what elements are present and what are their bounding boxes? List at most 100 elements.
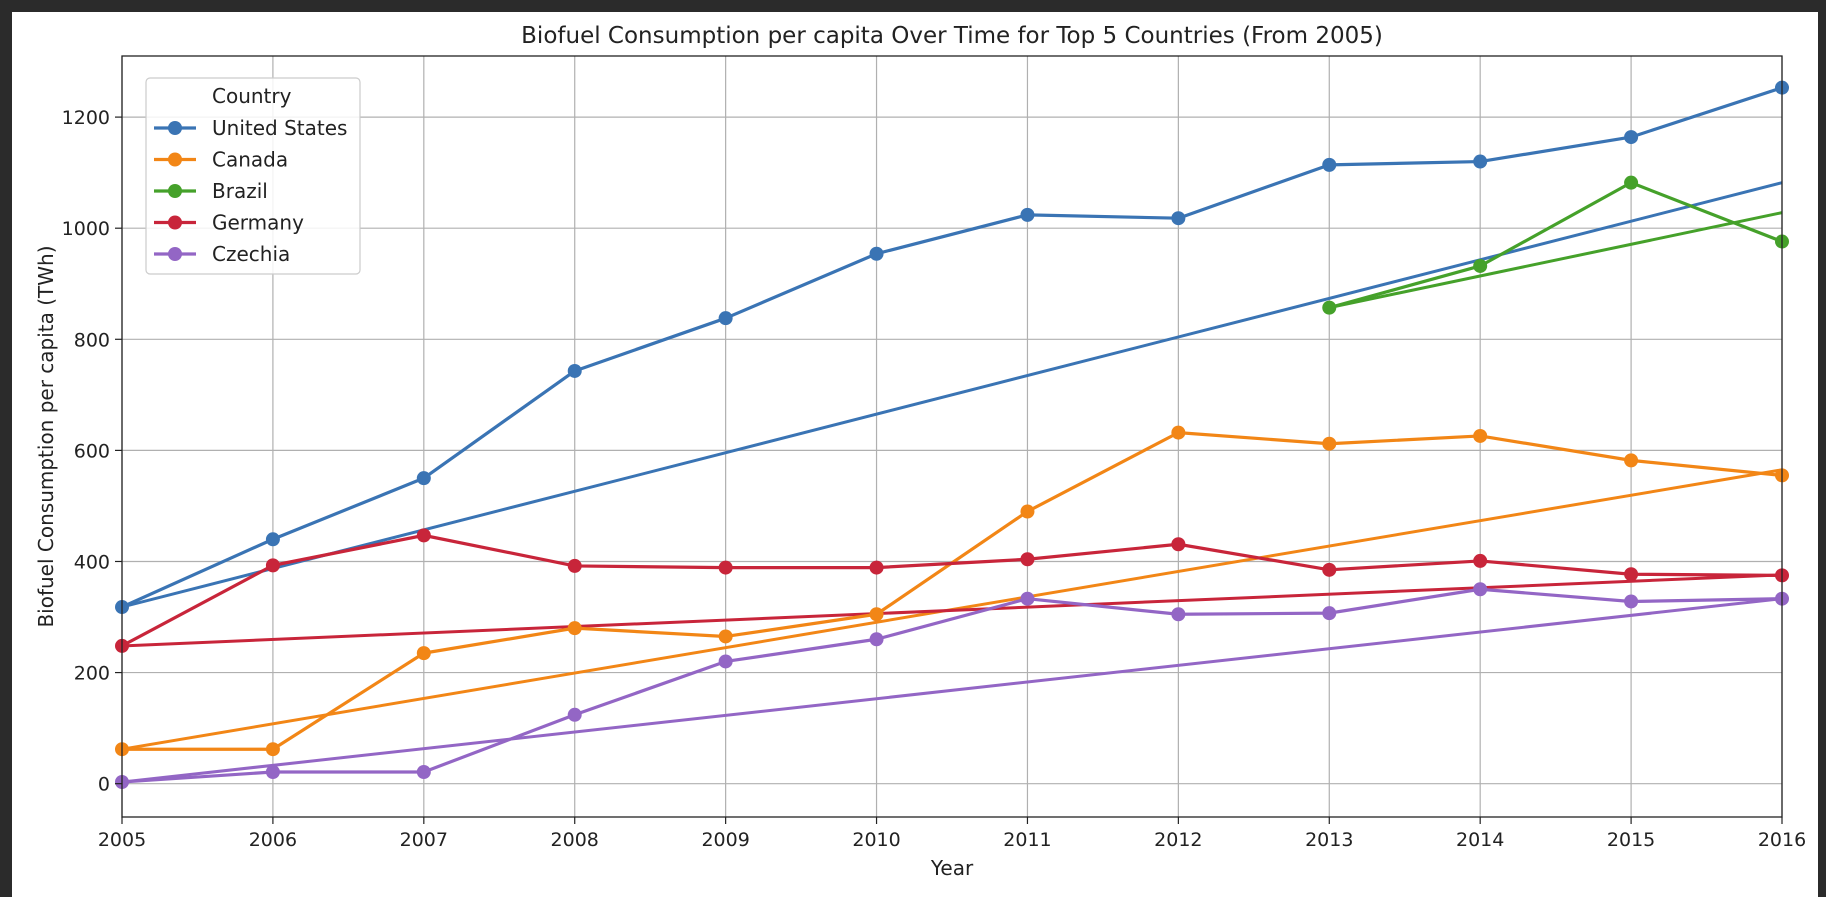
y-tick-label: 400 bbox=[74, 551, 110, 573]
y-axis-title: Biofuel Consumption per capita (TWh) bbox=[34, 245, 58, 627]
data-point bbox=[265, 765, 280, 780]
data-point bbox=[1624, 453, 1639, 468]
legend-marker bbox=[168, 152, 182, 167]
data-point bbox=[1020, 207, 1035, 222]
data-point bbox=[1624, 567, 1639, 582]
data-series bbox=[115, 80, 1789, 790]
data-point bbox=[265, 558, 280, 573]
legend-item-brazil: Brazil bbox=[154, 179, 268, 203]
x-tick-label: 2012 bbox=[1154, 829, 1202, 851]
data-point bbox=[718, 560, 733, 575]
data-point bbox=[416, 646, 431, 661]
data-point bbox=[1171, 425, 1186, 440]
series-line-czechia bbox=[121, 587, 1783, 784]
y-tick-label: 1000 bbox=[62, 218, 110, 240]
x-tick-label: 2005 bbox=[98, 829, 146, 851]
data-point bbox=[1171, 607, 1186, 622]
trend-line-germany bbox=[121, 573, 1783, 648]
x-tick-label: 2013 bbox=[1305, 829, 1353, 851]
legend-label: Germany bbox=[212, 211, 304, 235]
x-axis-title: Year bbox=[930, 856, 974, 880]
trend-line-united-states bbox=[121, 181, 1783, 609]
y-tick-label: 0 bbox=[98, 774, 110, 796]
trend-lines bbox=[121, 181, 1783, 784]
x-tick-label: 2016 bbox=[1758, 829, 1806, 851]
series-line-united-states bbox=[121, 86, 1783, 609]
data-point bbox=[567, 621, 582, 636]
series-united-states bbox=[115, 80, 1789, 615]
data-point bbox=[718, 629, 733, 644]
series-line-germany bbox=[121, 533, 1783, 648]
data-point bbox=[1020, 552, 1035, 567]
legend-item-czechia: Czechia bbox=[154, 242, 290, 266]
x-tick-label: 2008 bbox=[551, 829, 599, 851]
data-point bbox=[567, 707, 582, 722]
x-tick-label: 2007 bbox=[400, 829, 448, 851]
y-axis-ticks: 0 200 400 600 800 1000 1200 bbox=[62, 107, 122, 796]
x-tick-label: 2009 bbox=[701, 829, 749, 851]
data-point bbox=[1322, 300, 1337, 315]
data-point bbox=[869, 246, 884, 261]
legend-items: United States Canada Brazil Germany Czechia bbox=[154, 116, 347, 266]
legend-box bbox=[145, 77, 361, 275]
y-tick-label: 600 bbox=[74, 440, 110, 462]
data-point bbox=[1322, 157, 1337, 172]
legend-marker bbox=[168, 247, 182, 261]
legend-item-germany: Germany bbox=[154, 211, 304, 235]
x-axis-ticks: 2005 2006 2007 2008 2009 2010 2011 2012 2013 2014… bbox=[98, 817, 1806, 851]
data-point bbox=[1473, 428, 1488, 443]
data-point bbox=[265, 742, 280, 757]
grid bbox=[121, 56, 1783, 817]
legend-label: Czechia bbox=[212, 242, 290, 266]
data-point bbox=[416, 528, 431, 543]
data-point bbox=[1322, 562, 1337, 577]
series-czechia bbox=[115, 582, 1789, 790]
plot-frame bbox=[121, 55, 1783, 818]
data-point bbox=[869, 632, 884, 647]
data-point bbox=[1624, 175, 1639, 190]
x-tick-label: 2011 bbox=[1003, 829, 1051, 851]
data-point bbox=[1473, 582, 1488, 597]
data-point bbox=[718, 654, 733, 669]
legend-marker bbox=[168, 121, 182, 135]
data-point bbox=[567, 363, 582, 378]
data-point bbox=[1171, 211, 1186, 226]
trend-line-czechia bbox=[121, 597, 1783, 784]
legend-label: United States bbox=[212, 116, 347, 140]
legend-marker bbox=[168, 184, 182, 198]
legend-label: Brazil bbox=[212, 179, 268, 203]
legend-item-united-states: United States bbox=[154, 116, 347, 140]
data-point bbox=[416, 471, 431, 486]
data-point bbox=[567, 558, 582, 573]
chart-title: Biofuel Consumption per capita Over Time… bbox=[521, 23, 1383, 49]
legend-label: Canada bbox=[212, 148, 288, 172]
data-point bbox=[1322, 436, 1337, 451]
series-line-canada bbox=[122, 431, 1783, 751]
data-point bbox=[1473, 154, 1488, 169]
data-point bbox=[869, 607, 884, 622]
x-tick-label: 2014 bbox=[1456, 829, 1504, 851]
data-point bbox=[416, 765, 431, 780]
legend: Country United States Canada Brazil Germany… bbox=[145, 77, 361, 275]
data-point bbox=[1322, 606, 1337, 621]
y-tick-label: 800 bbox=[74, 329, 110, 351]
data-point bbox=[1171, 537, 1186, 552]
x-tick-label: 2010 bbox=[852, 829, 900, 851]
data-point bbox=[1020, 591, 1035, 606]
data-point bbox=[869, 560, 884, 575]
legend-item-canada: Canada bbox=[154, 148, 288, 172]
trend-line-brazil bbox=[1328, 211, 1783, 310]
y-tick-label: 1200 bbox=[62, 107, 110, 129]
data-point bbox=[1473, 553, 1488, 568]
series-germany bbox=[115, 528, 1789, 653]
y-tick-label: 200 bbox=[74, 663, 110, 685]
chart-figure: Biofuel Consumption per capita Over Time… bbox=[12, 12, 1818, 897]
data-point bbox=[265, 532, 280, 547]
data-point bbox=[1473, 258, 1488, 273]
x-tick-label: 2015 bbox=[1607, 829, 1655, 851]
data-point bbox=[1624, 130, 1639, 145]
data-point bbox=[718, 311, 733, 326]
line-chart: Biofuel Consumption per capita Over Time… bbox=[34, 23, 1806, 880]
series-line-brazil bbox=[1328, 181, 1783, 310]
data-point bbox=[1624, 594, 1639, 609]
